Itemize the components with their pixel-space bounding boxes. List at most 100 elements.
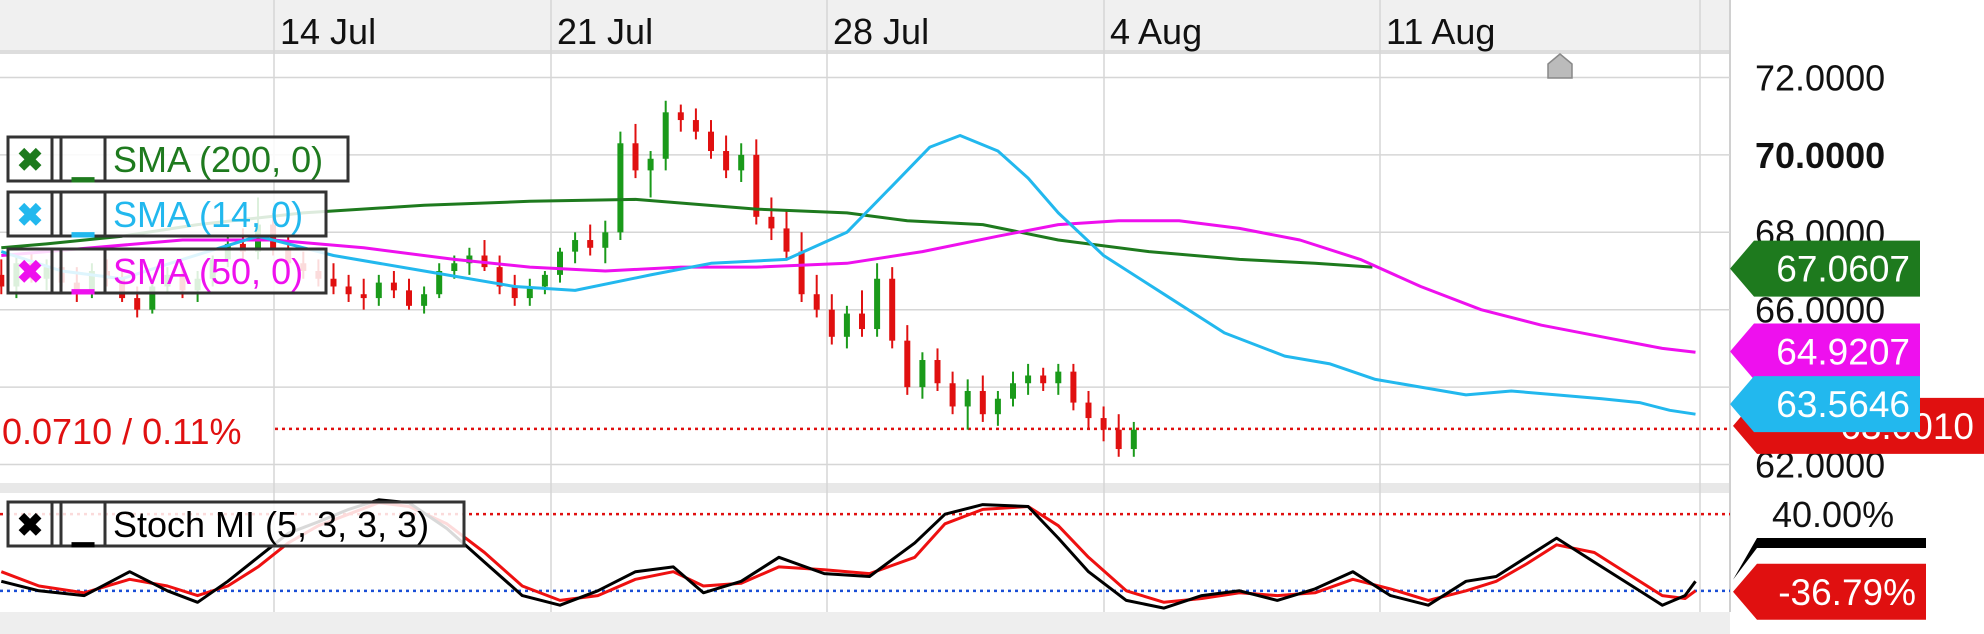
candle-body [692,120,699,132]
stoch-minimize-button[interactable] [59,500,107,548]
candle-body [602,232,609,248]
candle-body [949,383,956,407]
x-tick-label: 21 Jul [557,11,653,52]
stoch-value-label-background [1733,563,1926,620]
candle-body [1055,371,1062,384]
sma-14-value-label-background [1730,376,1920,433]
x-tick-label: 4 Aug [1110,11,1202,52]
candle-body [375,282,382,299]
candle-body [572,240,579,252]
candle-body [451,263,458,271]
candle-body [1100,418,1107,430]
scroll-to-latest-icon[interactable] [1547,53,1573,79]
candle-body [843,313,850,337]
sma-14-value-label: 63.5646 [1730,376,1920,433]
candle-body [828,309,835,337]
stoch-value-label-text: -36.79% [1778,572,1916,613]
candle-body [1040,375,1047,384]
candle-body [1085,402,1092,419]
candle-body [1070,371,1077,403]
stoch-y-tick-label: 40.00% [1772,494,1894,535]
candle-body [345,286,352,295]
stoch-minimize-icon: ▁ [71,515,95,548]
time-axis-header [0,0,1730,52]
candle-body [406,290,412,306]
sma-50-legend: ✖ ▁ SMA (50, 0) [6,247,328,295]
sma-50-close-button[interactable] [6,247,54,295]
candle-body [617,143,624,233]
candle-body [134,298,141,310]
candle-body [526,286,533,299]
sma-200-minimize-icon: ▁ [71,150,95,183]
sma-50-legend-label: SMA (50, 0) [113,251,303,292]
stoch-legend-box [6,500,466,548]
candle-body [149,286,156,310]
sma-50-minimize-icon: ▁ [71,262,95,295]
stoch-legend-label: Stoch MI (5, 3, 3, 3) [113,504,429,545]
sma-50-line [1,219,1696,354]
candle-body [587,240,594,248]
y-tick-label: 72.0000 [1755,57,1885,98]
candle-body [632,143,639,171]
candle-body [919,360,926,388]
candle-body [889,278,896,341]
candle-body [1115,429,1122,450]
sma-50-minimize-button[interactable] [59,247,107,295]
candle-body [738,154,745,171]
indicator-legends: ✖ ▁ SMA (200, 0) ✖ ▁ SMA (14, 0) ✖ ▁ SMA (50, 0)… [6,135,466,548]
stoch-legend: ✖ ▁ Stoch MI (5, 3, 3, 3) [6,500,466,548]
price-change-text: 0.0710 / 0.11% [2,411,242,452]
candle-body [255,224,261,252]
sma-14-minimize-icon: ▁ [71,205,95,238]
sma-200-close-icon: ✖ [17,142,44,178]
candle-body [511,286,518,299]
sma-200-value-label-background [1730,240,1920,297]
price-axis-area [1730,0,1984,634]
sma-14-minimize-button[interactable] [59,190,107,238]
candle-body [708,131,714,152]
sma-14-legend-label: SMA (14, 0) [113,194,303,235]
candle-body [904,340,911,388]
bottom-scrollbar[interactable] [0,612,1730,634]
candle-body [0,274,5,287]
sma-200-value-label: 67.0607 [1730,240,1920,297]
candle-body [964,390,971,407]
panel-separator [0,483,1730,493]
sma-200-legend: ✖ ▁ SMA (200, 0) [6,135,350,183]
candle-body [677,112,684,121]
candle-body [1130,429,1137,450]
sma-14-value-label-text: 63.5646 [1776,384,1910,425]
sma-14-close-button[interactable] [6,190,54,238]
sma-200-value-label-text: 67.0607 [1776,249,1910,290]
sma-14-line [0,134,1696,416]
sma-50-close-icon: ✖ [17,254,44,290]
sma-50-value-label: 64.9207 [1730,323,1920,380]
candle-body [723,151,730,171]
candle-body [874,278,881,330]
candle-body [436,271,443,295]
time-axis-header-border [0,50,1730,54]
candle-body [798,251,805,295]
candle-body [390,282,397,291]
candle-body [934,360,941,384]
x-axis-ticks: 14 Jul 21 Jul 28 Jul 4 Aug 11 Aug [280,11,1495,52]
x-tick-label: 11 Aug [1386,11,1495,52]
candle-body [1025,375,1032,384]
sma-200-close-button[interactable] [6,135,54,183]
stoch-close-icon: ✖ [17,507,44,543]
candle-body [557,251,563,275]
stoch-close-button[interactable] [6,500,54,548]
x-tick-label: 28 Jul [833,11,929,52]
candle-body [783,228,790,252]
candle-body [813,294,820,310]
candle-body [994,398,1001,415]
candle-body [541,274,548,287]
stoch-k-value-label-edge [1733,538,1926,580]
sma-200-minimize-button[interactable] [59,135,107,183]
candle-body [421,294,428,306]
candle-body [496,267,503,287]
sma-50-value-label-background [1730,323,1920,380]
candle-body [1010,383,1016,399]
